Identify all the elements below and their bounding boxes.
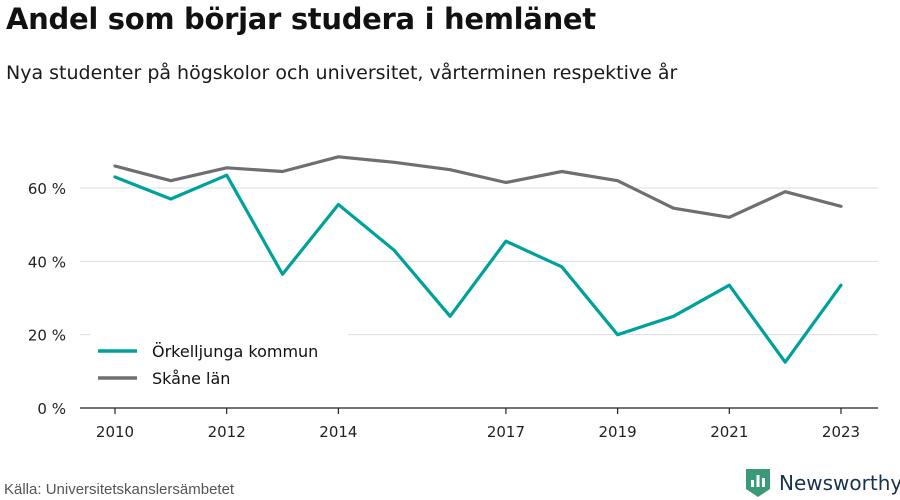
chart-title: Andel som börjar studera i hemlänet <box>6 2 596 36</box>
x-tick-label: 2017 <box>487 423 525 441</box>
x-tick-label: 2014 <box>319 423 357 441</box>
x-tick-label: 2012 <box>208 423 246 441</box>
series-lines <box>113 155 843 364</box>
legend-label: Örkelljunga kommun <box>152 342 318 361</box>
y-tick-label: 0 % <box>37 400 66 418</box>
x-tick-label: 2021 <box>710 423 748 441</box>
brand-name: Newsworthy <box>779 471 900 495</box>
newsworthy-logo-icon <box>746 469 770 497</box>
y-axis-tick-labels: 0 % 20 % 40 % 60 % <box>28 180 66 418</box>
legend-entries: Örkelljunga kommun Skåne län <box>98 342 318 388</box>
x-axis-tick-labels: 2010 2012 2014 2017 2019 2021 2023 <box>96 408 860 441</box>
series-line <box>113 173 843 364</box>
brand-logo: Newsworthy <box>745 468 900 498</box>
x-tick-label: 2010 <box>96 423 134 441</box>
x-tick-label: 2023 <box>822 423 860 441</box>
x-tick-label: 2019 <box>599 423 637 441</box>
source-note: Källa: Universitetskanslersämbetet <box>4 481 235 498</box>
grid-lines <box>80 187 878 336</box>
y-tick-label: 20 % <box>28 327 66 345</box>
legend-label: Skåne län <box>152 369 230 388</box>
y-tick-label: 40 % <box>28 253 66 271</box>
line-chart: 0 % 20 % 40 % 60 % 2010 2012 2014 2017 2019 2021… <box>28 155 878 441</box>
chart-subtitle: Nya studenter på högskolor och universit… <box>6 62 678 84</box>
y-tick-label: 60 % <box>28 180 66 198</box>
legend-background <box>90 333 348 395</box>
series-line <box>113 155 843 219</box>
legend <box>90 333 348 395</box>
